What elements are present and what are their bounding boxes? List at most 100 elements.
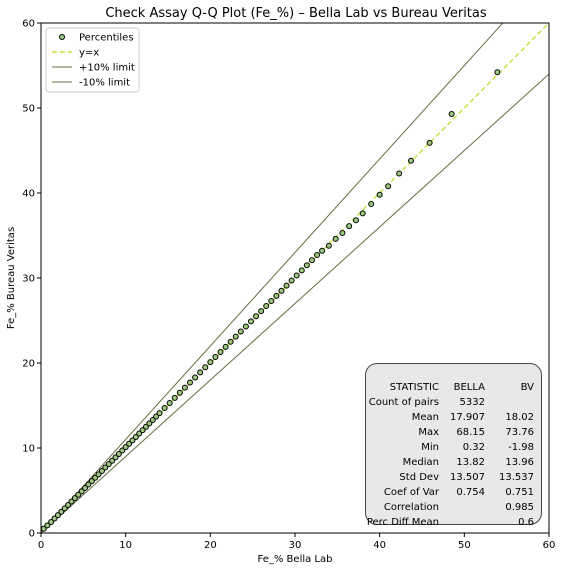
percentile-point — [161, 405, 168, 412]
stat-bv-value: 0.6 — [518, 517, 534, 528]
legend-label: y=x — [79, 48, 99, 59]
percentile-point — [105, 461, 112, 468]
stat-bv-value: 73.76 — [505, 427, 534, 438]
percentile-point — [139, 427, 146, 434]
percentile-point — [212, 354, 219, 361]
percentile-point — [95, 471, 102, 478]
percentile-point — [368, 201, 375, 208]
percentile-point — [51, 515, 58, 522]
y-tick-label: 10 — [22, 444, 35, 455]
percentile-point — [122, 444, 129, 451]
y-tick-label: 30 — [22, 274, 35, 285]
stats-row: Count of pairs 5332 — [366, 396, 541, 409]
percentile-point — [197, 369, 204, 376]
stat-name: Coef of Var — [383, 487, 439, 498]
percentile-point — [352, 217, 359, 224]
stats-row: Mean 17.907 18.02 — [366, 411, 541, 424]
percentile-point — [278, 287, 285, 294]
percentile-point — [82, 484, 89, 491]
stat-name: Std Dev — [399, 472, 439, 483]
stats-row: Std Dev 13.507 13.537 — [366, 471, 541, 484]
legend-marker-icon — [59, 34, 65, 40]
stat-name: Median — [402, 457, 439, 468]
x-tick-label: 40 — [373, 540, 386, 551]
percentile-point — [448, 110, 455, 117]
upper-limit-line — [41, 23, 504, 533]
percentile-point — [308, 257, 315, 264]
percentile-point — [54, 512, 61, 519]
percentile-point — [166, 399, 173, 406]
percentile-point — [376, 191, 383, 198]
stat-name: STATISTIC — [389, 382, 439, 393]
percentile-point — [119, 447, 126, 454]
legend: Percentiles y=x +10% limit -10% limit — [45, 27, 140, 93]
percentile-point — [112, 454, 119, 461]
stat-bella-value: 17.907 — [450, 412, 485, 423]
percentile-point — [385, 183, 392, 190]
percentile-point — [176, 389, 183, 396]
percentile-point — [314, 252, 321, 259]
x-tick-label: 0 — [38, 540, 44, 551]
percentile-point — [494, 69, 501, 76]
percentile-point — [171, 394, 178, 401]
percentile-point — [61, 505, 68, 512]
percentile-point — [273, 292, 280, 299]
y-tick-label: 60 — [22, 19, 35, 30]
stat-bella-value: 5332 — [459, 397, 485, 408]
x-axis-label: Fe_% Bella Lab — [258, 554, 333, 565]
stat-bella-value: 68.15 — [456, 427, 485, 438]
stat-bella-value: BELLA — [453, 382, 485, 393]
stats-row: Coef of Var 0.754 0.751 — [366, 486, 541, 499]
y-tick-label: 0 — [29, 529, 35, 540]
percentile-point — [237, 328, 244, 335]
stats-row: Max 68.15 73.76 — [366, 426, 541, 439]
percentile-point — [181, 384, 188, 391]
percentile-point — [303, 262, 310, 269]
percentile-point — [58, 508, 65, 515]
stat-bv-value: 0.985 — [505, 502, 534, 513]
x-tick-label: 60 — [543, 540, 556, 551]
percentile-point — [242, 323, 249, 330]
stat-bella-value: 0.754 — [456, 487, 485, 498]
percentile-point — [359, 210, 366, 217]
percentile-point — [192, 374, 199, 381]
stat-name: Perc Diff Mean — [366, 517, 439, 528]
y-tick-label: 50 — [22, 104, 35, 115]
y-axis-label: Fe_% Bureau Veritas — [6, 227, 17, 329]
percentile-point — [258, 308, 265, 315]
percentile-point — [346, 223, 353, 230]
percentile-point — [146, 420, 153, 427]
percentile-point — [136, 430, 143, 437]
percentile-point — [202, 364, 209, 371]
percentile-point — [142, 423, 149, 430]
percentile-point — [88, 478, 95, 485]
percentile-point — [132, 433, 139, 440]
stat-bv-value: -1.98 — [508, 442, 534, 453]
stat-bella-value: 13.82 — [456, 457, 485, 468]
percentile-point — [149, 416, 156, 423]
percentile-point — [288, 277, 295, 284]
x-tick-label: 50 — [458, 540, 471, 551]
percentile-point — [129, 437, 136, 444]
percentile-point — [48, 518, 55, 525]
percentile-point — [319, 247, 326, 254]
percentile-point — [115, 450, 122, 457]
legend-label: -10% limit — [79, 78, 130, 89]
stat-bv-value: 18.02 — [505, 412, 534, 423]
percentile-point — [426, 139, 433, 146]
percentile-point — [232, 333, 239, 340]
x-tick-label: 30 — [289, 540, 302, 551]
percentile-point — [102, 464, 109, 471]
percentile-point — [222, 343, 229, 350]
stat-bv-value: BV — [520, 382, 534, 393]
stat-bv-value: 13.537 — [499, 472, 534, 483]
percentile-point — [153, 413, 160, 420]
stat-name: Min — [421, 442, 439, 453]
legend-label: +10% limit — [79, 63, 135, 74]
stats-row: Min 0.32 -1.98 — [366, 441, 541, 454]
stats-row: Correlation 0.985 — [366, 501, 541, 514]
stat-bv-value: 0.751 — [505, 487, 534, 498]
percentile-point — [407, 157, 414, 164]
percentile-point — [85, 481, 92, 488]
percentile-point — [332, 235, 339, 242]
